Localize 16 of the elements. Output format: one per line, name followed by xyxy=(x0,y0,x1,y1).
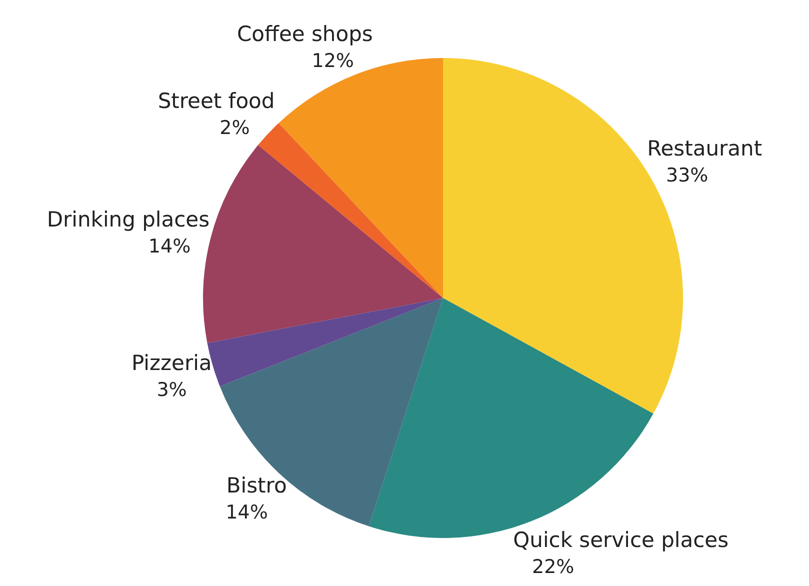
data-label: 3% xyxy=(156,378,187,401)
slice-label: Street food xyxy=(158,88,275,113)
slice-label: Coffee shops xyxy=(236,22,373,46)
slice-label: Pizzeria xyxy=(131,350,212,375)
pie-slice xyxy=(220,298,443,526)
data-label: 2% xyxy=(220,116,250,139)
data-label: 12% xyxy=(312,50,354,72)
slice-label: Bistro xyxy=(226,473,287,498)
slice-label: Quick service places xyxy=(513,528,729,552)
data-label: 33% xyxy=(666,164,708,187)
slice-label: Drinking places xyxy=(46,207,210,232)
pie-slice xyxy=(258,123,443,298)
data-label: 14% xyxy=(148,235,191,258)
slice-label: Restaurant xyxy=(647,136,762,161)
data-label: 14% xyxy=(226,501,268,524)
data-label: 22% xyxy=(532,556,574,578)
